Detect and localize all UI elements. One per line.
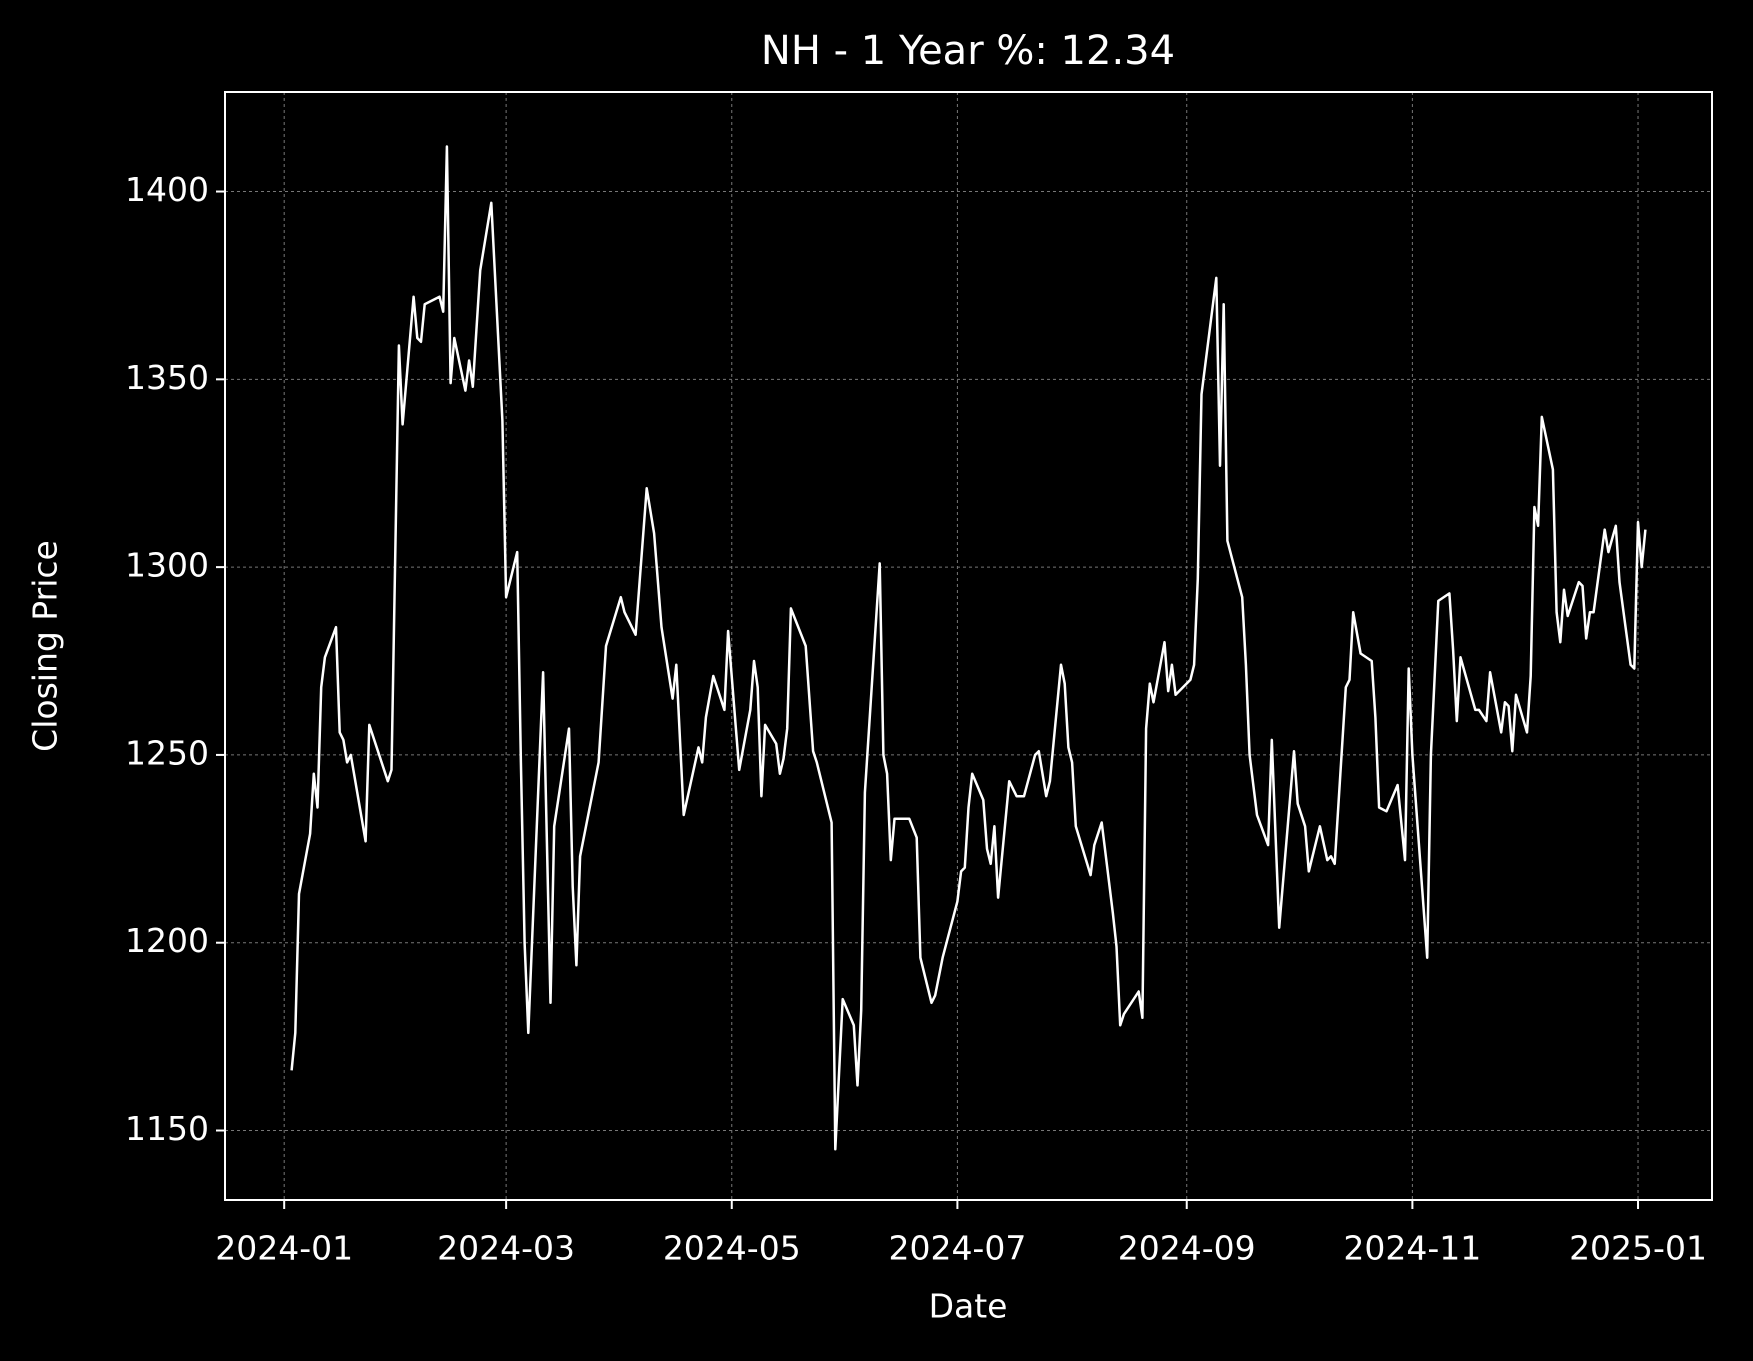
y-tick-label: 1200 xyxy=(125,921,209,960)
x-tick-label: 2025-01 xyxy=(1569,1229,1707,1268)
y-tick-label: 1400 xyxy=(125,170,209,209)
y-tick-label: 1300 xyxy=(125,546,209,585)
x-tick-label: 2024-05 xyxy=(663,1229,801,1268)
y-tick-label: 1250 xyxy=(125,733,209,772)
x-tick-label: 2024-09 xyxy=(1118,1229,1256,1268)
x-tick-label: 2024-07 xyxy=(888,1229,1026,1268)
x-tick-label: 2024-01 xyxy=(215,1229,353,1268)
x-axis-label: Date xyxy=(929,1287,1008,1326)
x-tick-label: 2024-11 xyxy=(1343,1229,1481,1268)
price-line xyxy=(290,145,1647,1151)
y-axis-label: Closing Price xyxy=(26,540,65,752)
plot-frame xyxy=(224,91,1713,1201)
x-tick-label: 2024-03 xyxy=(437,1229,575,1268)
y-tick-label: 1350 xyxy=(125,358,209,397)
chart-title: NH - 1 Year %: 12.34 xyxy=(761,28,1175,74)
y-tick-label: 1150 xyxy=(125,1109,209,1148)
